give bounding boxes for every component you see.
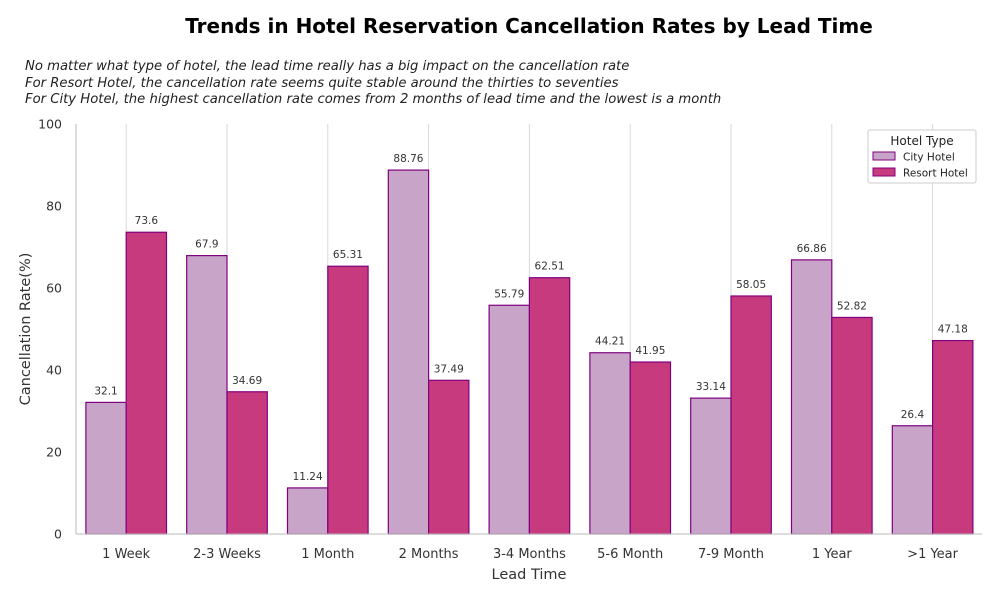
- bar-city-hotel-1-month: [286, 487, 329, 535]
- data-label-city-hotel-1-week: 32.1: [94, 385, 117, 397]
- bar-city-hotel-3-4-months: [488, 304, 531, 535]
- annotation-line-2: For Resort Hotel, the cancellation rate …: [25, 76, 619, 91]
- data-label-city-hotel-2-3-weeks: 67.9: [195, 239, 218, 251]
- legend-swatch-city-hotel: [872, 151, 896, 161]
- bar-city-hotel-1-year: [790, 259, 833, 535]
- bar-resort-hotel-1-month: [327, 265, 369, 535]
- legend-label-city-hotel: City Hotel: [903, 152, 955, 164]
- data-label-resort-hotel-1-week: 73.6: [135, 215, 159, 227]
- bar-city-hotel-2-months: [387, 169, 430, 535]
- y-axis-label: Cancellation Rate(%): [18, 253, 34, 406]
- bars: [85, 169, 974, 535]
- data-label-resort-hotel-1-month: 65.31: [333, 249, 363, 261]
- data-label-resort-hotel-5-6-month: 41.95: [635, 345, 665, 357]
- bar-city-hotel-1-week: [85, 401, 127, 535]
- x-tick-labels: 1 Week 2-3 Weeks 1 Month 2 Months 3-4 Months…: [102, 547, 958, 562]
- legend-swatch-resort-hotel: [872, 167, 896, 177]
- x-tick-7-9-month: 7-9 Month: [698, 547, 764, 562]
- x-tick-1-year: >1 Year: [907, 547, 958, 562]
- legend: Hotel Type City Hotel Resort Hotel: [867, 129, 977, 184]
- data-label-city-hotel-5-6-month: 44.21: [595, 336, 625, 348]
- data-label-city-hotel-2-months: 88.76: [393, 153, 423, 165]
- y-tick-40: 40: [46, 363, 62, 378]
- bar-resort-hotel-7-9-month: [730, 295, 772, 535]
- y-tick-20: 20: [46, 445, 62, 460]
- x-tick-1-month: 1 Month: [301, 547, 354, 562]
- axes: [75, 124, 982, 535]
- y-tick-0: 0: [54, 527, 62, 542]
- data-label-resort-hotel-2-months: 37.49: [434, 363, 464, 375]
- annotation-line-1: No matter what type of hotel, the lead t…: [25, 59, 630, 74]
- data-labels: 32.1 73.6 67.9 34.69 11.24 65.31 88.76 37.49 55.…: [94, 153, 967, 483]
- y-tick-labels: 0 20 40 60 80 100: [38, 117, 62, 542]
- y-tick-100: 100: [38, 117, 62, 132]
- data-label-resort-hotel-3-4-months: 62.51: [535, 261, 565, 273]
- x-tick-3-4-months: 3-4 Months: [493, 547, 566, 562]
- annotation-line-3: For City Hotel, the highest cancellation…: [25, 92, 722, 107]
- chart-title: Trends in Hotel Reservation Cancellation…: [185, 14, 873, 38]
- bar-resort-hotel-5-6-month: [629, 361, 672, 535]
- bar-resort-hotel-3-4-months: [528, 277, 571, 535]
- x-tick-2-months: 2 Months: [399, 547, 459, 562]
- data-label-city-hotel-1-month: 11.24: [293, 471, 323, 483]
- data-label-resort-hotel-1-year: 52.82: [837, 300, 867, 312]
- x-tick-5-6-month: 5-6 Month: [597, 547, 663, 562]
- x-axis-label: Lead Time: [492, 567, 567, 583]
- data-label-city-hotel-1-year: 66.86: [797, 243, 827, 255]
- data-label-resort-hotel-1-year: 47.18: [938, 324, 968, 336]
- bar-city-hotel-5-6-month: [589, 352, 631, 535]
- data-label-resort-hotel-2-3-weeks: 34.69: [232, 375, 262, 387]
- data-label-city-hotel-7-9-month: 33.14: [696, 381, 726, 393]
- y-tick-80: 80: [46, 199, 62, 214]
- bar-resort-hotel-2-3-weeks: [226, 391, 268, 535]
- x-tick-2-3-weeks: 2-3 Weeks: [193, 547, 261, 562]
- legend-title: Hotel Type: [890, 134, 953, 148]
- y-tick-60: 60: [46, 281, 62, 296]
- bar-resort-hotel-2-months: [428, 379, 470, 535]
- bar-city-hotel-2-3-weeks: [186, 255, 228, 535]
- legend-label-resort-hotel: Resort Hotel: [903, 168, 968, 180]
- data-label-city-hotel-1-year: 26.4: [901, 409, 925, 421]
- x-tick-1-year: 1 Year: [812, 547, 853, 562]
- data-label-city-hotel-3-4-months: 55.79: [494, 288, 524, 300]
- bar-resort-hotel-1-year: [831, 316, 873, 535]
- bar-city-hotel-1-year: [891, 425, 934, 535]
- bar-resort-hotel-1-week: [125, 231, 168, 535]
- bar-resort-hotel-1-year: [931, 339, 974, 535]
- data-label-resort-hotel-7-9-month: 58.05: [736, 279, 766, 291]
- x-tick-1-week: 1 Week: [102, 547, 150, 562]
- bar-city-hotel-7-9-month: [690, 397, 732, 535]
